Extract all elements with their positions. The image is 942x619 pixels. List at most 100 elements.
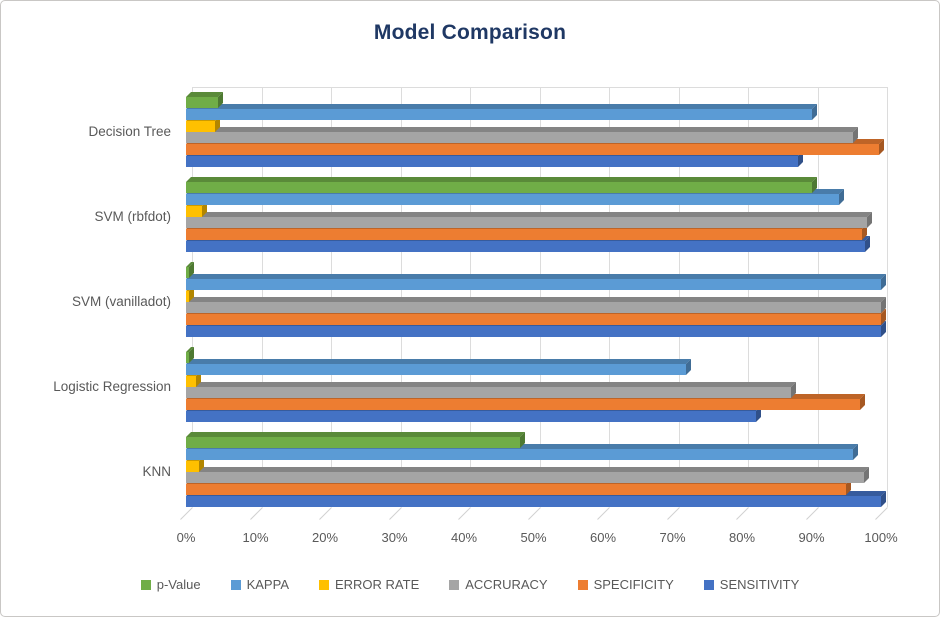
axis-tick [527,507,541,520]
bar-error-rate-logistic-regression [186,370,201,387]
bar-kappa-svm-rbfdot [186,188,845,205]
bar-sensitivity-svm-rbfdot [186,236,870,252]
legend-swatch-p-value [140,579,151,590]
legend-item-accruracy: ACCRURACY [449,577,548,592]
axis-tick [736,507,749,520]
category-label: Logistic Regression [53,379,171,394]
legend-swatch-specificity [577,579,588,590]
gridline [748,87,749,507]
bar-p-value-svm-rbfdot [186,177,817,193]
bar-accruracy-svm-vanilladot [186,297,886,314]
bar-sensitivity-decision-tree [186,151,803,167]
legend-label: SENSITIVITY [719,577,800,592]
bar-end-face [686,358,692,375]
legend-item-error-rate: ERROR RATE [318,577,420,592]
axis-tick [249,507,263,520]
bar-end-face [881,491,886,507]
bar-sensitivity-logistic-regression [186,406,761,422]
bar-end-face [863,467,869,484]
bar-specificity-decision-tree [186,139,884,156]
bar-specificity-knn [186,479,852,496]
bar-accruracy-logistic-regression [186,382,796,399]
legend-label: ERROR RATE [334,577,420,592]
x-tick-label: 40% [450,530,478,545]
legend-swatch-error-rate [318,579,329,590]
bar-top-face [186,297,886,303]
legend-label: ACCRURACY [465,577,548,592]
legend-label: p-Value [156,577,201,592]
bar-accruracy-knn [186,467,869,484]
axis-tick [180,507,193,520]
legend-swatch-accruracy [449,579,460,590]
gridline [817,87,819,507]
legend-swatch-kappa [230,579,241,590]
bar-specificity-svm-vanilladot [186,309,886,326]
bar-top-face [186,273,886,279]
bar-top-face [186,358,692,364]
bar-top-face [186,212,873,218]
bar-accruracy-svm-rbfdot [186,212,873,229]
axis-tick [875,507,888,520]
bar-kappa-decision-tree [186,103,817,120]
bar-end-face [878,139,884,156]
axis-tick [597,507,610,520]
bar-p-value-decision-tree [186,92,223,108]
bar-end-face [865,236,870,252]
gridline [609,87,610,507]
x-tick-label: 10% [242,530,269,545]
bar-end-face [853,443,859,460]
legend-label: SPECIFICITY [593,577,674,592]
bar-p-value-knn [186,432,525,448]
gridline [470,87,471,507]
gridline [400,87,402,507]
legend-swatch-sensitivity [703,579,714,590]
legend-item-p-value: p-Value [140,577,201,592]
bar-top-face [186,103,817,109]
bar-top-face [186,177,817,182]
gridline [887,87,888,507]
x-tick-label: 0% [176,530,196,545]
bar-specificity-logistic-regression [186,394,866,411]
x-tick-label: 20% [311,530,339,545]
bar-specificity-svm-rbfdot [186,224,867,241]
x-tick-label: 70% [659,530,686,545]
chart-title: Model Comparison [373,21,567,44]
gridline [539,87,541,507]
x-tick-label: 90% [798,530,825,545]
bar-p-value-svm-vanilladot [186,262,195,278]
category-label: KNN [142,464,171,479]
legend-label: KAPPA [246,577,289,592]
bar-kappa-knn [186,443,859,460]
bar-error-rate-knn [186,455,205,472]
axis-tick [319,507,332,520]
bar-sensitivity-knn [186,491,886,507]
gridline [261,87,263,507]
x-tick-label: 30% [381,530,408,545]
gridline [331,87,332,507]
bar-error-rate-decision-tree [186,115,221,132]
bar-end-face [867,212,873,229]
bar-error-rate-svm-rbfdot [186,200,207,217]
bar-error-rate-svm-vanilladot [186,285,194,302]
bar-kappa-svm-vanilladot [186,273,886,290]
bar-end-face [839,188,845,205]
bar-p-value-logistic-regression [186,347,195,363]
bar-top-face [186,382,796,388]
bar-end-face [860,394,866,411]
bar-kappa-logistic-regression [186,358,692,375]
bar-top-face [186,432,525,437]
axis-tick [805,507,819,520]
legend: p-Value KAPPA ERROR RATE ACCRURACY SPECIFICI… [1,577,939,592]
category-label: SVM (vanilladot) [71,294,171,309]
x-tick-label: 100% [864,530,898,545]
legend-item-sensitivity: SENSITIVITY [703,577,800,592]
x-tick-label: 50% [520,530,547,545]
legend-item-kappa: KAPPA [230,577,289,592]
axis-tick [388,507,402,520]
axis-tick [458,507,471,520]
gridline [678,87,680,507]
category-label: Decision Tree [88,124,171,139]
x-tick-label: 80% [728,530,756,545]
